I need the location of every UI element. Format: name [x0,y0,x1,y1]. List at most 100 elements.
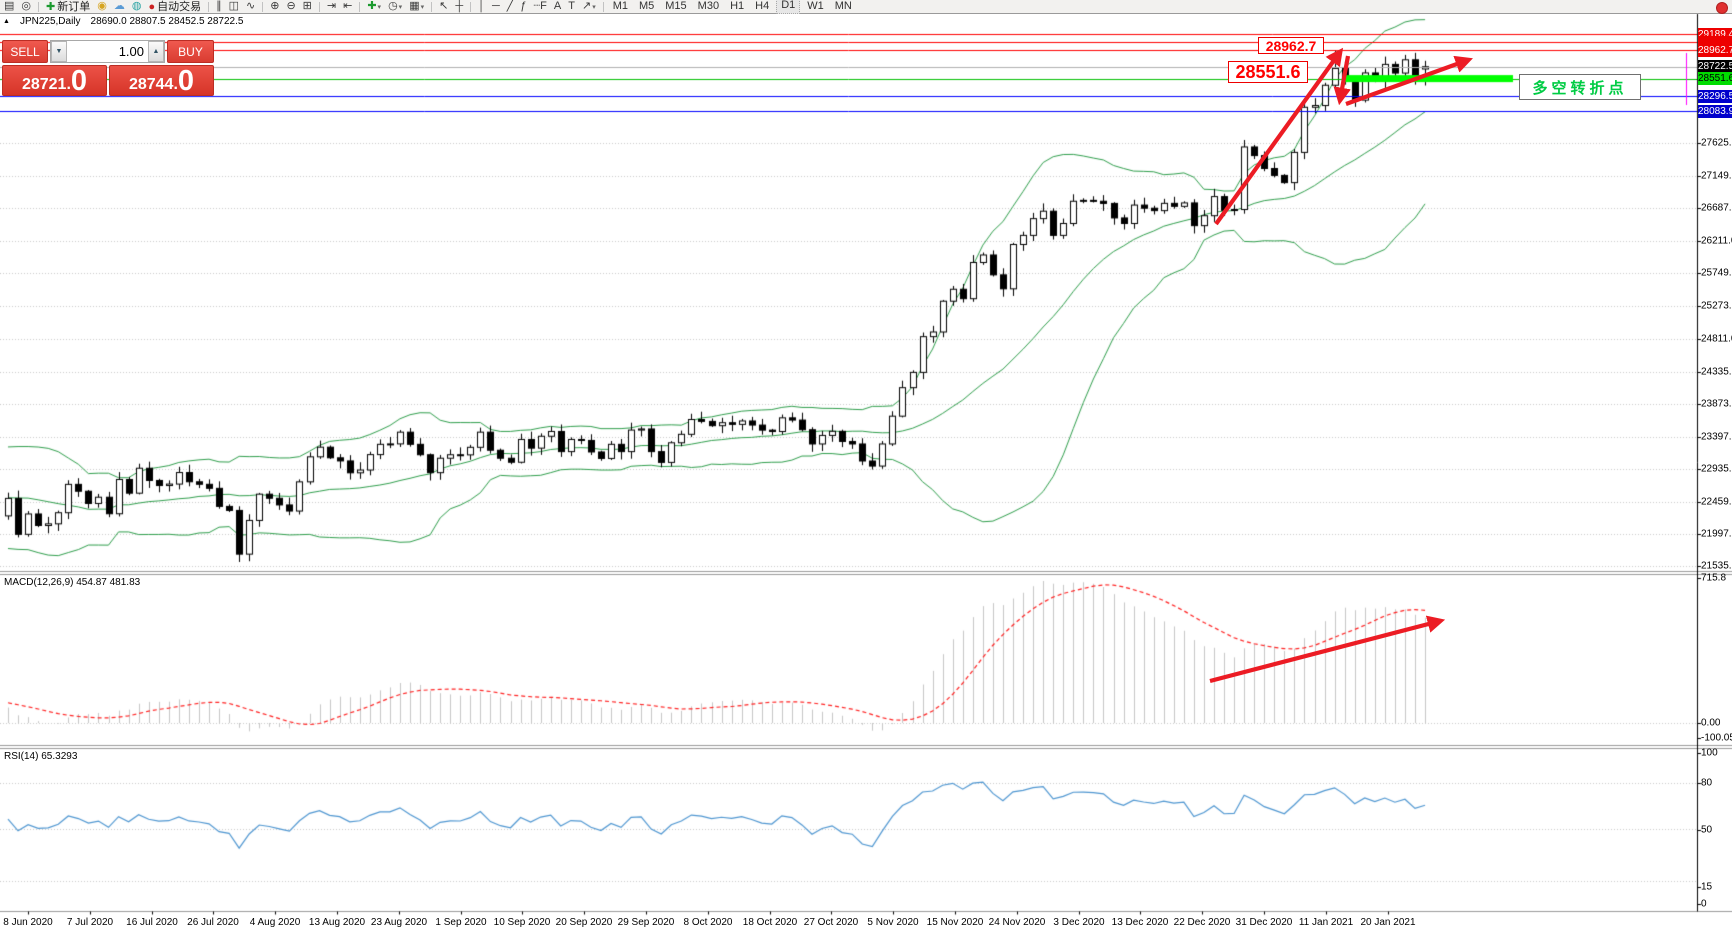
horizontal-line-icon[interactable]: ─ [492,0,500,12]
price-label-high[interactable]: 28962.7 [1258,37,1324,54]
date-tick-label: 4 Aug 2020 [249,917,301,928]
buy-price-big-digit: 0 [177,65,195,97]
date-tick-label: 8 Jun 2020 [3,917,53,928]
price-line-tag: 28083.9 [1698,104,1732,118]
volume-decrease-icon[interactable]: ▼ [51,41,67,62]
timeframe-m1[interactable]: M1 [612,0,628,12]
price-tick-label: 22935.0 [1701,463,1732,475]
rsi-tick-label: 80 [1701,777,1713,789]
rsi-tick-label: 50 [1701,824,1713,836]
date-tick-label: 3 Dec 2020 [1053,917,1105,928]
price-tick-label: 23873.0 [1701,398,1732,410]
fibonacci-icon[interactable]: ƒ [520,0,527,12]
buy-price[interactable]: 28744. 0 [109,65,214,96]
toolbar-separator [262,1,264,12]
zoom-out-icon[interactable]: ⊖ [286,0,296,12]
price-line-tag: 28296.5 [1698,89,1732,103]
symbol-header: ▲ JPN225,Daily 28690.0 28807.5 28452.5 2… [3,16,243,27]
timeframe-m5[interactable]: M5 [638,0,655,12]
price-tick-label: 26211.0 [1701,235,1732,247]
main-toolbar: ▤ ◎ ✚ 新订单 ◉ ☁ ◍ ● 自动交易 ∥ ◫ ∿ ⊕ ⊖ ⊞ ⇥ ⇤ ✚▾ ◷▾ ▦▾ ↖ ┼ │ ─ ╱ ƒ ┈F A T ↗▾… [0,0,1732,14]
sell-price-main: 28721 [21,76,67,93]
price-label-support[interactable]: 28551.6 [1228,61,1308,83]
price-tick-label: 27625.0 [1701,137,1732,149]
macd-tick-label: 715.8 [1701,572,1727,584]
date-tick-label: 27 Oct 2020 [803,917,859,928]
price-tick-label: 25749.0 [1701,267,1732,279]
date-tick-label: 18 Oct 2020 [742,917,798,928]
rsi-tick-label: 0 [1701,898,1707,910]
new-order-button[interactable]: ✚ 新订单 [44,0,92,13]
price-tick-label: 21535.0 [1701,560,1732,572]
zoom-window-icon[interactable]: ◎ [21,0,32,12]
autotrade-button[interactable]: ● 自动交易 [146,0,203,13]
macd-tick-label: 0.00 [1701,717,1721,729]
text-icon[interactable]: A [553,0,562,12]
price-tick-label: 21997.0 [1701,528,1732,540]
toolbar-separator [359,1,361,12]
volume-input[interactable] [67,41,148,62]
candle-chart-icon[interactable]: ◫ [228,0,240,12]
date-tick-label: 1 Sep 2020 [435,917,487,928]
date-tick-label: 13 Aug 2020 [308,917,366,928]
timeframe-m30[interactable]: M30 [697,0,720,12]
auto-scroll-icon[interactable]: ⇥ [326,0,337,12]
volume-stepper: ▼ ▲ [50,40,165,63]
dropdown-caret-icon: ▾ [420,4,425,11]
sell-price[interactable]: 28721. 0 [2,65,107,96]
timeframe-w1[interactable]: W1 [807,0,824,12]
tile-windows-icon[interactable]: ⊞ [302,0,312,12]
indicators-icon[interactable]: ✚▾ [367,0,382,12]
templates-icon[interactable]: ▦▾ [409,0,425,12]
date-tick-label: 10 Sep 2020 [493,917,551,928]
price-line-tag: 28962.7 [1698,43,1732,57]
zoom-in-icon[interactable]: ⊕ [270,0,280,12]
periods-icon[interactable]: ◷▾ [388,0,403,12]
date-tick-label: 22 Dec 2020 [1173,917,1231,928]
symbol-ohlc: 28690.0 28807.5 28452.5 28722.5 [90,16,244,27]
autotrade-button-label: 自动交易 [157,0,202,13]
macd-tick-label: -100.05 [1701,732,1732,744]
sell-price-dot: . [66,76,71,93]
timeframe-m15[interactable]: M15 [665,0,687,12]
arrows-tool-icon[interactable]: ↗▾ [581,0,596,12]
cursor-icon[interactable]: ↖ [439,0,449,12]
label-icon[interactable]: T [568,0,575,12]
date-tick-label: 26 Jul 2020 [187,917,239,928]
timeframe-mn[interactable]: MN [834,0,852,12]
chart-window-icon[interactable]: ▤ [4,0,15,12]
rsi-label: RSI(14) 65.3293 [4,751,78,762]
date-tick-label: 15 Nov 2020 [926,917,984,928]
bar-chart-icon[interactable]: ∥ [216,0,222,12]
sell-button[interactable]: SELL [2,40,48,63]
new-order-icon: ✚ [46,0,56,13]
signals-icon[interactable]: ◍ [131,0,142,12]
timeframe-h1[interactable]: H1 [730,0,745,12]
trendline-icon[interactable]: ╱ [506,0,514,12]
macd-label: MACD(12,26,9) 454.87 481.83 [4,577,141,588]
toolbar-separator [318,1,320,12]
timeframe-h4[interactable]: H4 [755,0,770,12]
turning-point-note[interactable]: 多空转折点 [1519,74,1641,100]
toolbar-separator [38,1,40,12]
dropdown-caret-icon: ▾ [377,4,382,11]
volume-increase-icon[interactable]: ▲ [148,41,164,62]
community-icon[interactable]: ☁ [113,0,125,12]
fibo-channel-icon[interactable]: ┈F [533,0,547,12]
date-tick-label: 23 Aug 2020 [370,917,428,928]
buy-button[interactable]: BUY [167,40,214,63]
crosshair-icon[interactable]: ┼ [455,0,464,12]
vertical-line-icon[interactable]: │ [478,0,485,12]
timeframe-d1[interactable]: D1 [776,0,801,14]
new-order-button-label: 新订单 [57,0,91,13]
line-chart-icon[interactable]: ∿ [246,0,256,12]
price-tick-label: 24811.0 [1701,333,1732,345]
toolbar-separator [431,1,433,12]
deposit-icon[interactable]: ◉ [97,0,107,12]
autotrade-icon: ● [148,0,156,13]
status-red-icon[interactable] [1716,2,1728,14]
chart-shift-icon[interactable]: ⇤ [343,0,353,12]
date-tick-label: 8 Oct 2020 [683,917,733,928]
rsi-tick-label: 100 [1701,747,1718,759]
